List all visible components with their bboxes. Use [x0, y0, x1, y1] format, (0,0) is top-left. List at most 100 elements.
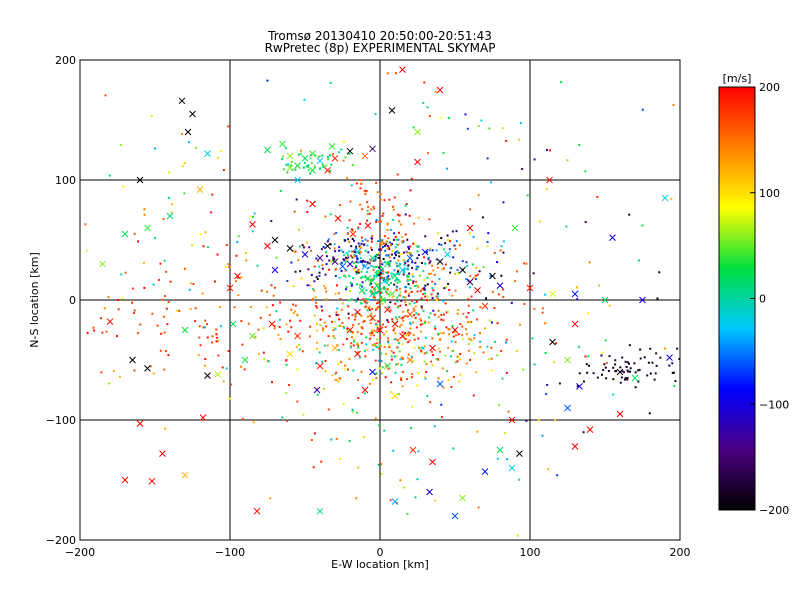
data-point-dot [412, 126, 415, 129]
data-point-dot [423, 278, 426, 281]
data-point-dot [425, 370, 428, 373]
data-point-dot [360, 370, 363, 373]
data-point-dot [329, 243, 332, 246]
data-point-dot [452, 447, 455, 450]
data-point-dot [546, 148, 549, 151]
data-point-dot [237, 294, 240, 297]
data-point-dot [345, 268, 348, 271]
data-point-dot [324, 359, 327, 362]
data-point-dot [429, 401, 432, 404]
data-point-dot [188, 288, 191, 291]
data-point-dot [500, 350, 503, 353]
data-point-dot [383, 299, 386, 302]
data-point-dot [412, 280, 415, 283]
data-point-dot [417, 254, 420, 257]
data-point-dot [339, 324, 342, 327]
data-point-dot [415, 300, 418, 303]
data-point-dot [359, 251, 362, 254]
data-point-dot [621, 370, 624, 373]
data-point-dot [364, 349, 367, 352]
data-point-dot [601, 351, 604, 354]
data-point-dot [648, 412, 651, 415]
data-point-cross [316, 362, 324, 370]
data-point-dot [354, 315, 357, 318]
data-point-dot [322, 165, 325, 168]
data-point-dot [473, 334, 476, 337]
data-point-dot [339, 204, 342, 207]
data-point-dot [321, 329, 324, 332]
data-point-dot [419, 323, 422, 326]
data-point-dot [629, 367, 632, 370]
data-point-dot [505, 371, 508, 374]
data-point-dot [101, 331, 104, 334]
data-point-dot [323, 284, 326, 287]
data-point-dot [151, 312, 154, 315]
data-point-dot [421, 346, 424, 349]
data-point-dot [310, 162, 313, 165]
data-point-dot [306, 199, 309, 202]
data-point-dot [167, 301, 170, 304]
data-point-dot [386, 278, 389, 281]
data-point-cross [121, 230, 129, 238]
data-point-cross [369, 145, 376, 153]
data-point-dot [345, 258, 348, 261]
data-point-dot [399, 479, 402, 482]
data-point-dot [348, 274, 351, 277]
data-point-dot [178, 309, 181, 312]
data-point-dot [394, 338, 397, 341]
data-point-dot [479, 340, 482, 343]
data-point-cross [426, 488, 433, 496]
data-point-cross [361, 152, 369, 160]
data-point-dot [472, 394, 475, 397]
data-point-dot [587, 364, 590, 367]
data-point-dot [362, 259, 365, 262]
data-point-dot [376, 302, 379, 305]
data-point-dot [360, 341, 363, 344]
data-point-dot [407, 353, 410, 356]
data-point-dot [545, 187, 548, 190]
data-point-dot [162, 217, 165, 220]
data-point-dot [366, 244, 369, 247]
data-point-dot [321, 264, 324, 267]
data-point-dot [605, 361, 608, 364]
data-point-dot [493, 306, 496, 309]
data-point-dot [344, 239, 347, 242]
data-point-dot [432, 309, 435, 312]
data-point-dot [419, 330, 422, 333]
data-point-dot [375, 219, 378, 222]
data-point-dot [285, 358, 288, 361]
data-point-dot [439, 116, 442, 119]
chart-title: Tromsø 20130410 20:50:00-20:51:43 [267, 29, 492, 43]
data-point-dot [404, 301, 407, 304]
data-point-dot [315, 306, 318, 309]
data-point-dot [387, 245, 390, 248]
data-point-dot [433, 273, 436, 276]
data-point-dot [395, 262, 398, 265]
data-point-dot [435, 258, 438, 261]
data-point-dot [350, 228, 353, 231]
data-point-dot [367, 205, 370, 208]
data-point-cross [294, 162, 301, 169]
data-point-dot [638, 368, 641, 371]
data-point-dot [402, 273, 405, 276]
data-point-dot [389, 499, 392, 502]
data-point-dot [432, 289, 435, 292]
data-point-dot [343, 274, 346, 277]
data-point-dot [428, 261, 431, 264]
data-point-dot [93, 329, 96, 332]
data-point-dot [379, 325, 382, 328]
data-point-dot [325, 290, 328, 293]
data-point-dot [367, 298, 370, 301]
data-point-dot [366, 315, 369, 318]
data-point-cross [384, 362, 391, 370]
data-point-cross [609, 234, 616, 241]
data-point-dot [321, 267, 324, 270]
data-point-dot [328, 268, 331, 271]
data-point-dot [445, 311, 448, 314]
data-point-dot [407, 246, 410, 249]
data-point-dot [447, 346, 450, 349]
data-point-dot [417, 265, 420, 268]
data-point-cross [388, 290, 396, 298]
data-point-dot [365, 190, 368, 193]
data-point-dot [143, 213, 146, 216]
